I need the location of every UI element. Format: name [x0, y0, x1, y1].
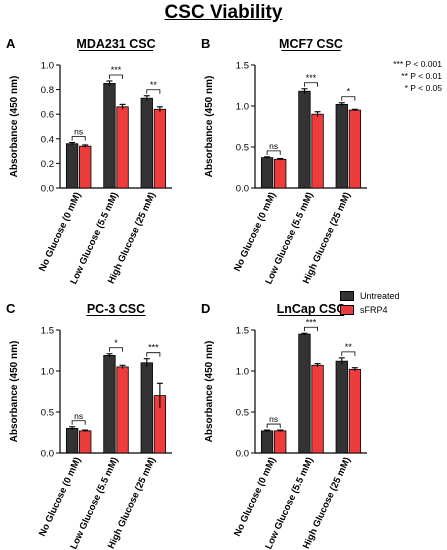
significance-label: ns — [269, 141, 278, 151]
bar-sfrp4 — [274, 430, 287, 454]
panel-letter: C — [6, 301, 16, 316]
significance-bracket — [304, 82, 318, 87]
bar-sfrp4 — [153, 108, 167, 189]
legend-label-untreated: Untreated — [360, 291, 400, 301]
significance-bracket — [71, 136, 86, 141]
y-axis-label: Absorbance (450 nm) — [9, 341, 20, 443]
bar-sfrp4 — [348, 368, 362, 454]
significance-label: *** — [306, 317, 317, 327]
y-tick-label: 0.8 — [41, 85, 54, 96]
x-tick-label: No Glucose (0 mM) — [37, 456, 83, 539]
legend-label-sfrp4: sFRP4 — [360, 305, 388, 315]
bar-untreated — [103, 355, 116, 454]
y-tick-label: 0.0 — [41, 449, 54, 460]
panel-title: MCF7 CSC — [279, 37, 343, 51]
bar-untreated — [65, 143, 79, 189]
y-tick-label: 0.6 — [41, 110, 54, 121]
bar-sfrp4 — [311, 364, 324, 454]
significance-key-item: *** P < 0.001 — [393, 59, 442, 69]
significance-bracket — [266, 423, 281, 429]
bar-untreated — [260, 430, 274, 454]
series-legend: Untreated sFRP4 — [340, 289, 400, 317]
legend-entry-sfrp4: sFRP4 — [340, 303, 400, 317]
y-tick-label: 1.0 — [236, 367, 249, 378]
y-tick-label: 0.5 — [236, 143, 249, 154]
bar-sfrp4 — [311, 113, 324, 189]
significance-bracket — [146, 352, 161, 357]
y-tick-label: 0.5 — [236, 408, 249, 419]
y-tick-label: 1.0 — [41, 367, 54, 378]
bar-sfrp4 — [116, 106, 129, 189]
bar-untreated — [140, 97, 153, 189]
legend-entry-untreated: Untreated — [340, 289, 400, 303]
y-tick-label: 0.4 — [41, 134, 54, 145]
significance-bracket — [109, 74, 123, 79]
bar-untreated — [103, 83, 116, 189]
y-tick-label: 1.5 — [236, 326, 249, 337]
bar-sfrp4 — [116, 366, 129, 454]
panel-title: MDA231 CSC — [76, 37, 155, 51]
bar-sfrp4 — [79, 145, 92, 189]
bar-sfrp4 — [274, 158, 287, 189]
significance-key: *** P < 0.001 ** P < 0.01 * P < 0.05 — [360, 58, 442, 94]
y-tick-label: 1.0 — [236, 102, 249, 113]
y-tick-label: 0.0 — [236, 184, 249, 195]
x-tick-label: No Glucose (0 mM) — [232, 456, 278, 539]
bar-untreated — [260, 157, 274, 189]
significance-label: *** — [111, 65, 122, 75]
legend-swatch-untreated — [340, 291, 354, 301]
y-tick-label: 0.0 — [236, 449, 249, 460]
bar-untreated — [298, 90, 311, 189]
y-tick-label: 0.5 — [41, 408, 54, 419]
panel-letter: A — [6, 36, 16, 51]
panel-title: LnCap CSC — [277, 302, 346, 316]
panel-title: PC-3 CSC — [87, 302, 145, 316]
significance-bracket — [109, 347, 123, 352]
y-tick-label: 1.0 — [41, 61, 54, 72]
legend-swatch-sfrp4 — [340, 305, 354, 315]
significance-bracket — [146, 89, 161, 94]
figure-title: CSC Viability — [164, 2, 283, 23]
significance-label: ns — [269, 414, 278, 424]
significance-label: ** — [150, 80, 158, 90]
y-axis-label: Absorbance (450 nm) — [204, 76, 215, 178]
y-axis-label: Absorbance (450 nm) — [9, 76, 20, 178]
significance-label: * — [114, 338, 118, 348]
panel-letter: D — [201, 301, 210, 316]
significance-label: ns — [74, 411, 83, 421]
significance-bracket — [71, 420, 86, 425]
significance-bracket — [341, 351, 356, 356]
significance-bracket — [304, 326, 318, 332]
bar-untreated — [140, 362, 153, 454]
significance-bracket — [341, 96, 356, 101]
significance-label: * — [347, 87, 351, 97]
significance-label: *** — [148, 343, 159, 353]
bar-untreated — [298, 333, 311, 454]
x-tick-label: No Glucose (0 mM) — [37, 191, 83, 274]
x-tick-label: No Glucose (0 mM) — [232, 191, 278, 274]
bar-untreated — [65, 427, 79, 454]
panel-letter: B — [201, 36, 210, 51]
y-tick-label: 1.5 — [41, 326, 54, 337]
significance-label: ** — [345, 342, 353, 352]
y-axis-label: Absorbance (450 nm) — [204, 341, 215, 443]
significance-bracket — [266, 150, 281, 155]
bar-sfrp4 — [348, 109, 362, 189]
y-tick-label: 0.2 — [41, 159, 54, 170]
y-tick-label: 1.5 — [236, 61, 249, 72]
bar-untreated — [335, 103, 348, 189]
significance-label: *** — [306, 73, 317, 83]
significance-key-item: * P < 0.05 — [404, 83, 442, 93]
y-tick-label: 0.0 — [41, 184, 54, 195]
significance-key-item: ** P < 0.01 — [401, 71, 442, 81]
bar-sfrp4 — [79, 430, 92, 454]
bar-untreated — [335, 360, 348, 454]
significance-label: ns — [74, 126, 83, 136]
